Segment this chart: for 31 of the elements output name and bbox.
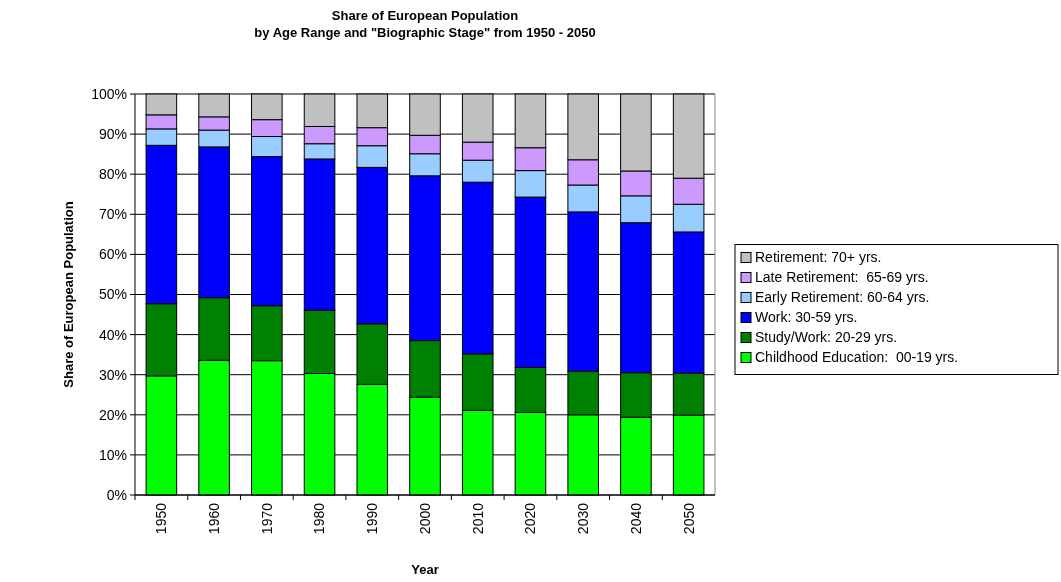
x-tick-label: 2000 <box>416 502 433 535</box>
y-tick-label: 50% <box>98 286 127 303</box>
y-tick-label: 100% <box>91 85 127 102</box>
legend-label: Early Retirement: 60-64 yrs. <box>755 289 930 306</box>
x-tick-label: 1970 <box>258 502 275 535</box>
x-tick-label: 1980 <box>311 502 328 535</box>
x-tick-label: 1990 <box>364 502 381 535</box>
x-tick-label: 2010 <box>469 502 486 535</box>
y-tick-label: 40% <box>98 326 127 343</box>
x-tick-label: 1960 <box>205 502 222 535</box>
x-tick-label: 2030 <box>575 502 592 535</box>
legend-label: Childhood Education: 00-19 yrs. <box>755 349 959 366</box>
legend-label: Study/Work: 20-29 yrs. <box>755 329 898 346</box>
legend-label: Work: 30-59 yrs. <box>755 309 858 326</box>
y-tick-label: 30% <box>98 366 127 383</box>
y-axis-title: Share of European Population <box>61 201 76 388</box>
y-tick-label: 80% <box>98 166 127 183</box>
y-tick-label: 20% <box>98 406 127 423</box>
x-tick-label: 2040 <box>627 502 644 535</box>
y-tick-label: 60% <box>98 246 127 263</box>
y-tick-label: 70% <box>98 206 127 223</box>
legend-label: Retirement: 70+ yrs. <box>755 249 882 266</box>
x-tick-label: 1950 <box>153 502 170 535</box>
y-tick-label: 90% <box>98 126 127 142</box>
y-tick-label: 0% <box>106 486 127 503</box>
x-axis-title: Year <box>411 562 439 577</box>
x-tick-label: 2020 <box>522 502 539 535</box>
legend-label: Late Retirement: 65-69 yrs. <box>755 269 929 286</box>
chart-title: Share of European Population by Age Range and "Biographic Stage" from 1950 - 2050 <box>254 8 596 40</box>
y-tick-label: 10% <box>98 446 127 463</box>
x-tick-label: 2050 <box>680 502 697 535</box>
